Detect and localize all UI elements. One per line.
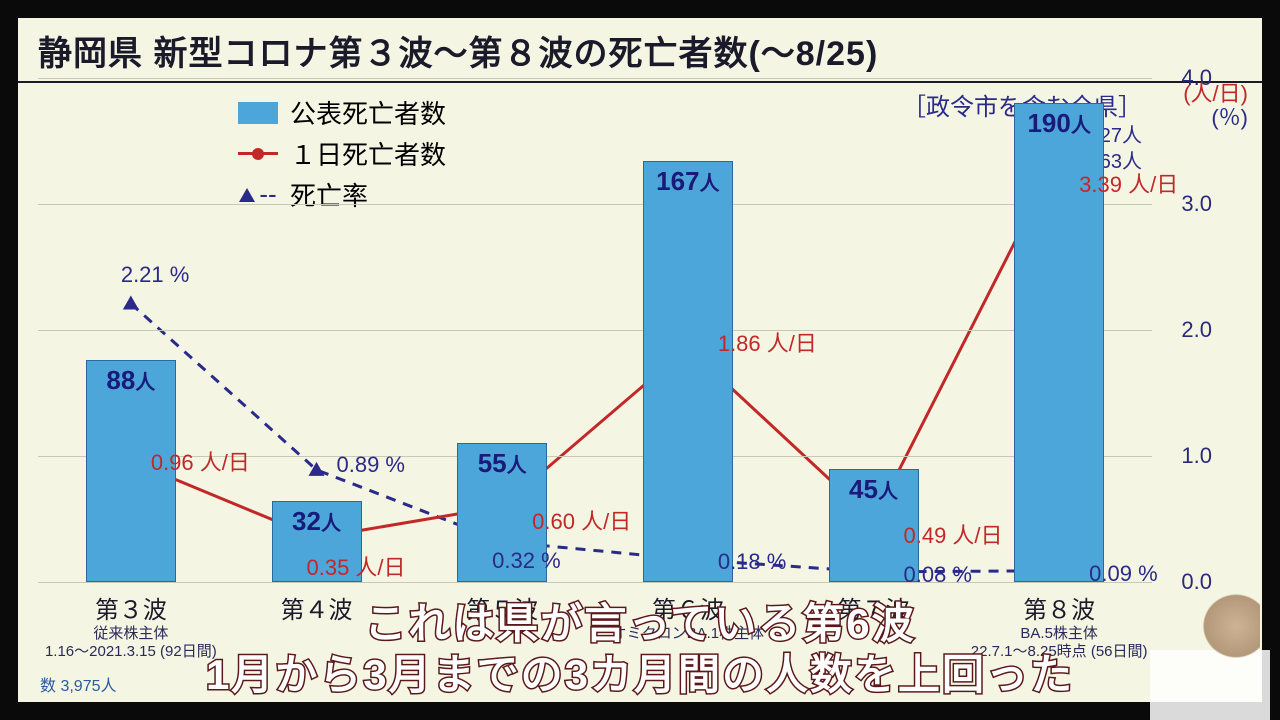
plot-area: 公表死亡者数 １日死亡者数 -- 死亡率 ［政令市を含む全県］ ７月 27人 ８…	[38, 78, 1152, 582]
category-label: 第７波	[838, 590, 910, 625]
dash-value-label: 0.08 %	[904, 562, 973, 588]
right-axis-tick: 1.0	[1181, 443, 1212, 469]
dash-value-label: 0.09 %	[1089, 561, 1158, 587]
chart-area: 静岡県 新型コロナ第３波～第８波の死亡者数(～8/25) 公表死亡者数 １日死亡…	[18, 18, 1262, 702]
right-axis-tick: 3.0	[1181, 191, 1212, 217]
gridline	[38, 204, 1152, 205]
category-label: 第５波	[466, 590, 538, 625]
category-label: 第３波	[95, 590, 167, 625]
presenter-silhouette	[1140, 590, 1280, 720]
bar-value-label: 45人	[849, 474, 898, 505]
right-axis-tick: 4.0	[1181, 65, 1212, 91]
bar-group: 190人第８波BA.5株主体22.7.1～8.25時点 (56日間)	[1014, 78, 1104, 582]
dash-value-label: 0.32 %	[492, 548, 561, 574]
bar-group: 32人第４波	[272, 78, 362, 582]
bar-value-label: 167人	[656, 166, 719, 197]
bar-value-label: 32人	[292, 506, 341, 537]
variant-label: オミクロンBA.1株主体	[612, 622, 765, 643]
chart-title: 静岡県 新型コロナ第３波～第８波の死亡者数(～8/25)	[18, 26, 1262, 83]
period-label: 1.16～2021.3.15 (92日間)	[45, 640, 217, 661]
category-label: 第６波	[652, 590, 724, 625]
bar-value-label: 55人	[478, 448, 527, 479]
tv-frame: 静岡県 新型コロナ第３波～第８波の死亡者数(～8/25) 公表死亡者数 １日死亡…	[0, 0, 1280, 720]
dash-value-label: 0.18 %	[718, 549, 787, 575]
category-label: 第４波	[281, 590, 353, 625]
line-value-label: 3.39 人/日	[1079, 167, 1178, 199]
bar-value-label: 190人	[1027, 108, 1090, 139]
category-label: 第８波	[1023, 590, 1095, 625]
gridline	[38, 582, 1152, 583]
dash-value-label: 0.89 %	[337, 452, 406, 478]
dash-value-label: 2.21 %	[121, 262, 190, 288]
line-value-label: 0.96 人/日	[151, 445, 250, 477]
gridline	[38, 78, 1152, 79]
right-axis-tick: 2.0	[1181, 317, 1212, 343]
bar-group: 45人第７波	[829, 78, 919, 582]
right-axis-unit-blue: (％)	[1211, 100, 1248, 132]
bar-group: 88人第３波従来株主体1.16～2021.3.15 (92日間)	[86, 78, 176, 582]
bar: 167人	[643, 161, 733, 582]
footer-count: 数 3,975人	[40, 672, 117, 696]
bar-value-label: 88人	[106, 365, 155, 396]
line-value-label: 0.35 人/日	[307, 550, 406, 582]
line-value-label: 1.86 人/日	[718, 326, 817, 358]
line-value-label: 0.60 人/日	[532, 504, 631, 536]
line-value-label: 0.49 人/日	[904, 518, 1003, 550]
gridline	[38, 330, 1152, 331]
period-label: 22.7.1～8.25時点 (56日間)	[971, 640, 1148, 661]
